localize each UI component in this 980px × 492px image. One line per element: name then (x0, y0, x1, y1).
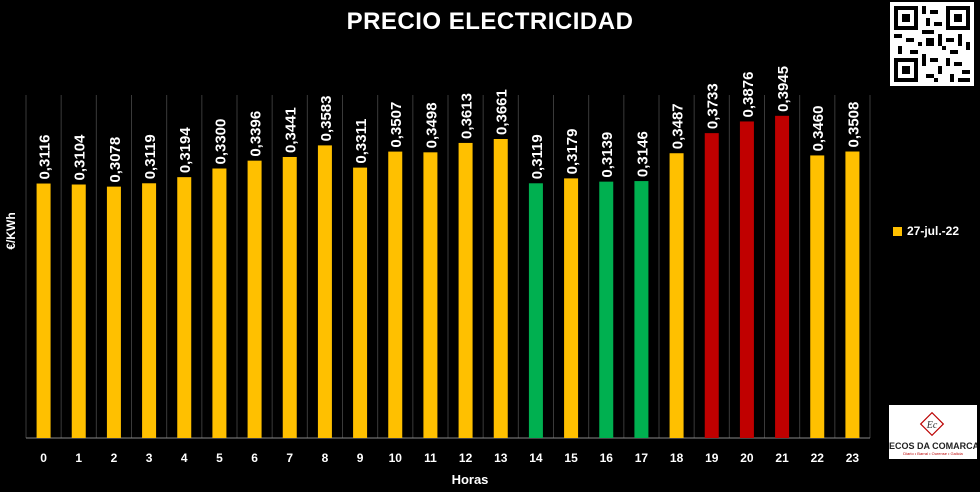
data-label: 0,3441 (283, 107, 300, 153)
data-label: 0,3396 (248, 111, 265, 157)
x-tick-label: 21 (775, 451, 789, 465)
x-tick-label: 17 (635, 451, 649, 465)
bar-hour-9 (353, 167, 368, 438)
x-tick-label: 6 (251, 451, 258, 465)
bar-hour-20 (739, 121, 754, 439)
ecos-da-comarca-logo: Ec ECOS DA COMARCA Diario • Barral • Our… (889, 405, 977, 459)
x-tick-label: 13 (494, 451, 508, 465)
bar-hour-1 (71, 184, 86, 438)
data-label: 0,3139 (599, 132, 616, 178)
logo-mark-text: Ec (926, 420, 938, 431)
data-label: 0,3613 (459, 93, 476, 139)
bar-hour-15 (564, 178, 579, 439)
bar-hour-16 (599, 181, 614, 439)
bar-hour-12 (458, 142, 473, 438)
x-tick-label: 3 (146, 451, 153, 465)
logo-tagline: Diario • Barral • Ourense • Galicia (903, 451, 963, 456)
x-tick-label: 22 (811, 451, 825, 465)
x-tick-label: 23 (846, 451, 860, 465)
x-tick-label: 0 (40, 451, 47, 465)
x-tick-label: 8 (322, 451, 329, 465)
legend-swatch (893, 226, 902, 236)
x-tick-label: 9 (357, 451, 364, 465)
bar-hour-21 (775, 115, 790, 438)
bar-hour-6 (247, 160, 262, 438)
data-label: 0,3116 (37, 134, 54, 179)
data-label: 0,3508 (845, 102, 862, 148)
bar-hour-18 (669, 153, 684, 438)
bar-hour-5 (212, 168, 227, 438)
x-tick-label: 18 (670, 451, 684, 465)
data-label: 0,3876 (740, 72, 757, 118)
x-tick-label: 1 (75, 451, 82, 465)
bar-hour-10 (388, 151, 403, 438)
y-axis-label: €/KWh (4, 212, 18, 250)
data-label: 0,3311 (353, 119, 370, 164)
bar-hour-14 (528, 183, 543, 438)
bar-hour-2 (106, 186, 121, 438)
data-label: 0,3487 (670, 103, 687, 149)
data-label: 0,3733 (705, 83, 722, 129)
bar-hour-17 (634, 181, 649, 438)
data-label: 0,3194 (177, 127, 194, 174)
x-tick-label: 16 (600, 451, 614, 465)
x-tick-label: 2 (111, 451, 118, 465)
bar-hour-11 (423, 152, 438, 438)
data-label: 0,3507 (388, 102, 405, 148)
x-tick-label: 5 (216, 451, 223, 465)
bar-hour-3 (142, 183, 157, 438)
x-axis-label: Horas (451, 472, 489, 487)
data-label: 0,3179 (564, 128, 581, 174)
bar-hour-23 (845, 151, 860, 438)
x-tick-label: 11 (424, 451, 437, 465)
bar-hour-22 (810, 155, 825, 438)
data-label: 0,3119 (529, 134, 546, 179)
bar-hour-19 (704, 133, 719, 438)
data-label: 0,3945 (775, 66, 792, 112)
data-label: 0,3583 (318, 95, 335, 141)
x-tick-label: 7 (286, 451, 293, 465)
bar-hour-0 (36, 183, 51, 438)
data-label: 0,3300 (212, 119, 229, 165)
bar-hour-7 (282, 156, 297, 439)
x-tick-label: 15 (564, 451, 578, 465)
x-tick-label: 19 (705, 451, 719, 465)
bar-hour-8 (317, 145, 332, 438)
data-label: 0,3460 (810, 106, 827, 152)
data-label: 0,3498 (423, 102, 440, 148)
chart-title: PRECIO ELECTRICIDAD (346, 8, 634, 35)
bar-hour-4 (177, 177, 192, 438)
logo-mark-icon: Ec (919, 411, 945, 437)
data-label: 0,3661 (494, 89, 511, 135)
data-label: 0,3146 (634, 131, 651, 177)
x-tick-label: 12 (459, 451, 473, 465)
bar-hour-13 (493, 139, 508, 439)
qr-code (890, 2, 974, 86)
legend: 27-jul.-22 (893, 224, 959, 238)
x-tick-label: 20 (740, 451, 754, 465)
x-tick-label: 10 (389, 451, 403, 465)
data-label: 0,3119 (142, 134, 159, 179)
qr-code-icon (890, 2, 974, 86)
x-tick-label: 4 (181, 451, 188, 465)
data-label: 0,3104 (72, 134, 89, 181)
legend-label: 27-jul.-22 (907, 224, 960, 238)
logo-name: ECOS DA COMARCA (889, 441, 977, 451)
x-tick-label: 14 (529, 451, 543, 465)
data-label: 0,3078 (107, 137, 124, 183)
